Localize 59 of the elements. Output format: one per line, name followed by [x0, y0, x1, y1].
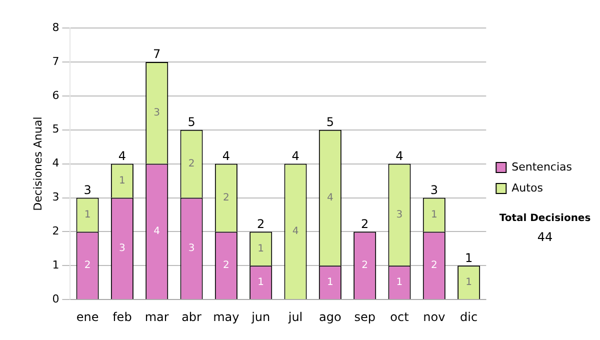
y-tick-label: 6: [52, 88, 60, 102]
x-tick-label: ene: [76, 310, 99, 324]
data-label: 2: [222, 260, 230, 271]
x-tick-label: jul: [287, 310, 303, 324]
data-label: 4: [292, 226, 299, 238]
total-label: 4: [118, 148, 126, 163]
y-tick-label: 3: [52, 190, 60, 204]
data-label: 2: [430, 260, 438, 271]
total-label: 2: [361, 216, 369, 231]
x-tick-label: ago: [319, 310, 342, 324]
data-label: 2: [188, 158, 195, 170]
x-tick-label: oct: [390, 310, 410, 324]
data-label: 3: [396, 209, 403, 220]
data-label: 2: [222, 192, 230, 204]
data-label: 3: [119, 243, 126, 254]
total-label: 2: [257, 216, 265, 231]
total-label: 7: [153, 47, 161, 62]
x-tick-label: nov: [423, 310, 446, 324]
total-label: 1: [465, 250, 473, 265]
data-label: 2: [84, 260, 91, 271]
y-tick-label: 4: [52, 156, 60, 170]
data-label: 4: [326, 192, 334, 204]
data-label: 3: [188, 243, 195, 254]
data-label: 1: [326, 276, 334, 288]
data-label: 2: [362, 260, 368, 271]
total-label: 4: [222, 148, 230, 163]
x-tick-label: mar: [144, 310, 169, 324]
total-label: 4: [396, 148, 404, 163]
total-label: 4: [292, 148, 300, 163]
total-label: 3: [84, 182, 92, 197]
y-tick-label: 7: [52, 54, 60, 68]
x-tick-label: feb: [112, 310, 132, 324]
y-axis-title: Decisiones Anual: [31, 116, 44, 211]
x-tick-label: sep: [354, 310, 376, 324]
y-tick-label: 2: [52, 224, 60, 238]
data-label: 1: [396, 276, 403, 288]
data-label: 1: [258, 243, 264, 254]
y-tick-label: 1: [52, 258, 60, 272]
data-label: 1: [258, 276, 264, 288]
y-tick-label: 0: [52, 292, 60, 306]
data-label: 3: [154, 107, 160, 118]
legend-label: Autos: [512, 181, 544, 194]
x-tick-label: jun: [250, 310, 270, 324]
text: 44: [536, 230, 554, 244]
data-label: 4: [154, 226, 160, 238]
total-label: 3: [430, 182, 438, 197]
text: Total Decisiones: [498, 213, 592, 224]
data-label: 1: [119, 175, 126, 186]
total-label: 5: [188, 114, 196, 129]
data-label: 1: [84, 209, 91, 220]
data-label: 1: [430, 209, 438, 220]
total-label: 5: [326, 114, 334, 129]
x-tick-label: abr: [182, 310, 202, 324]
y-tick-label: 5: [52, 122, 60, 136]
x-tick-label: may: [213, 310, 240, 324]
y-tick-label: 8: [52, 20, 60, 34]
x-tick-label: dic: [460, 310, 478, 324]
legend-label: Sentencias: [512, 160, 572, 174]
data-label: 1: [466, 276, 472, 288]
